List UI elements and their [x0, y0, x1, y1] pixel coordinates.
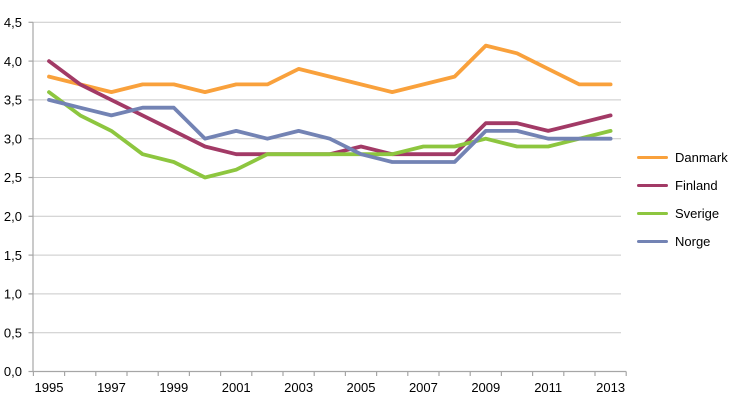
legend-label-danmark: Danmark: [675, 150, 728, 165]
y-tick-label: 4,5: [4, 15, 22, 30]
legend-item-norge: Norge: [637, 232, 728, 251]
x-tick-label: 2001: [222, 380, 251, 395]
x-tick-label: 2005: [347, 380, 376, 395]
legend-item-danmark: Danmark: [637, 148, 728, 167]
y-tick-label: 2,5: [4, 170, 22, 185]
legend-label-norge: Norge: [675, 234, 711, 249]
axes: [32, 22, 627, 373]
legend-label-finland: Finland: [675, 178, 718, 193]
x-tick-label: 2009: [471, 380, 500, 395]
legend-line-swatch-danmark: [637, 155, 668, 160]
gridlines: [33, 21, 621, 334]
legend-line-swatch-norge: [637, 239, 668, 244]
y-tick-label: 1,0: [4, 287, 22, 302]
legend-item-finland: Finland: [637, 176, 728, 195]
legend-line-swatch-sverige: [637, 211, 668, 216]
chart-legend: Danmark Finland Sverige Norge: [637, 148, 728, 251]
legend-label-sverige: Sverige: [675, 206, 720, 221]
x-tick-label: 2007: [409, 380, 438, 395]
x-tick-label: 1995: [35, 380, 64, 395]
x-tick-label: 2013: [596, 380, 625, 395]
y-tick-label: 0,0: [4, 364, 22, 379]
legend-line-swatch-finland: [637, 183, 668, 188]
y-axis-labels: 0,0 0,5 1,0 1,5 2,0 2,5 3,0 3,5 4,0 4,5: [4, 15, 33, 379]
y-tick-label: 3,0: [4, 131, 22, 146]
x-tick-label: 1997: [97, 380, 126, 395]
y-tick-label: 0,5: [4, 325, 22, 340]
series-line-sverige: [47, 90, 613, 180]
legend-item-sverige: Sverige: [637, 204, 728, 223]
y-tick-label: 2,0: [4, 209, 22, 224]
x-tick-label: 2011: [534, 380, 562, 395]
y-tick-label: 4,0: [4, 54, 22, 69]
series-line-danmark: [47, 43, 613, 94]
x-tick-label: 2003: [284, 380, 313, 395]
y-tick-label: 3,5: [4, 93, 22, 108]
x-axis-labels: 1995 1997 1999 2001 2003 2005 2007 2009 2011 2013: [32, 371, 627, 395]
x-tick-label: 1999: [159, 380, 188, 395]
y-tick-label: 1,5: [4, 248, 22, 263]
series-line-norge: [47, 98, 613, 164]
